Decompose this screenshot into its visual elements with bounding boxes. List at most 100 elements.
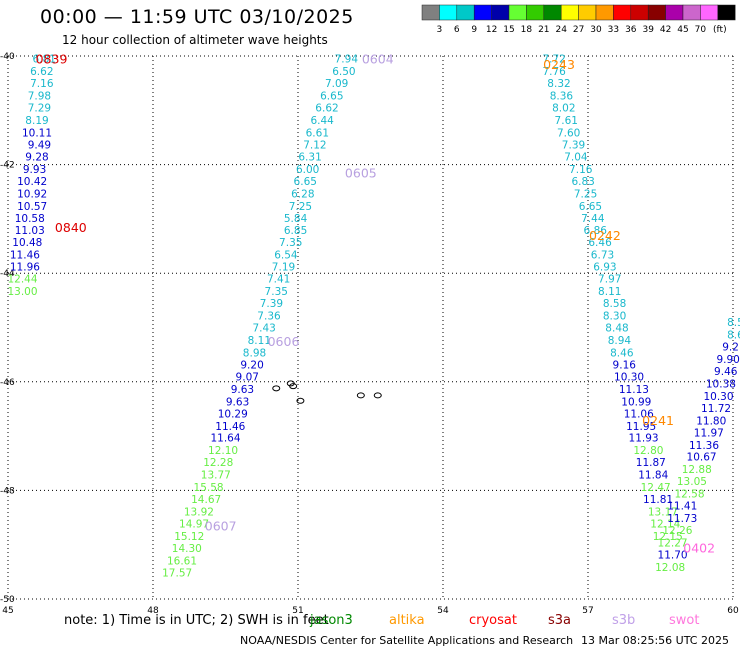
- wave-height-value: 11.73: [667, 513, 697, 525]
- wave-height-value: 12.88: [682, 464, 712, 476]
- wave-height-value: 9.20: [240, 359, 263, 371]
- legend-label: 27: [573, 25, 584, 35]
- wave-height-value: 7.09: [325, 78, 348, 90]
- wave-height-value: 8.19: [25, 115, 48, 127]
- legend-swatch: [526, 4, 545, 21]
- wave-height-value: 8.46: [610, 347, 634, 359]
- wave-height-value: 8.32: [547, 78, 570, 90]
- wave-height-value: 6.86: [584, 225, 608, 237]
- legend-label: 3: [437, 25, 443, 35]
- wave-height-value: 10.11: [22, 128, 52, 140]
- legend-swatch: [665, 4, 684, 21]
- legend-swatch: [682, 4, 701, 21]
- wave-height-value: 11.06: [624, 408, 654, 420]
- wave-height-value: 11.46: [10, 250, 40, 262]
- wave-height-value: 12.80: [633, 445, 663, 457]
- wave-height-value: 8.11: [248, 335, 271, 347]
- legend-swatch: [630, 4, 649, 21]
- island-outline: [373, 392, 382, 399]
- wave-height-value: 10.57: [17, 201, 47, 213]
- legend-swatch: [717, 4, 736, 21]
- wave-height-value: 7.61: [555, 115, 578, 127]
- y-tick-label: -44: [0, 269, 15, 279]
- wave-height-value: 9.28: [25, 151, 48, 163]
- island-outline: [289, 383, 298, 390]
- wave-height-value: 10.58: [15, 213, 45, 225]
- satellite-name-cryosat: cryosat: [469, 613, 517, 628]
- wave-height-value: 7.94: [335, 54, 359, 66]
- wave-height-value: 7.35: [279, 237, 302, 249]
- wave-height-value: 8.36: [550, 91, 574, 103]
- x-tick-label: 60: [727, 606, 739, 616]
- wave-height-value: 11.13: [619, 384, 649, 396]
- wave-height-value: 11.81: [643, 494, 673, 506]
- wave-height-value: 11.93: [629, 433, 659, 445]
- wave-height-value: 12.14: [650, 519, 680, 531]
- generated-timestamp: 13 Mar 08:25:56 UTC 2025: [581, 634, 729, 647]
- wave-height-value: 9.16: [613, 359, 637, 371]
- wave-height-value: 6.28: [291, 188, 314, 200]
- wave-height-value: 7.19: [272, 262, 295, 274]
- wave-height-value: 15.58: [194, 482, 224, 494]
- satellite-name-s3a: s3a: [548, 613, 572, 628]
- wave-height-value: 10.48: [12, 237, 42, 249]
- wave-height-value: 10.30: [614, 371, 644, 383]
- satellite-name-s3b: s3b: [612, 613, 636, 628]
- legend-label: 21: [538, 25, 549, 35]
- legend-swatch: [491, 4, 510, 21]
- chart-title: 00:00 — 11:59 UTC 03/10/2025: [40, 6, 354, 28]
- wave-height-value: 6.62: [30, 66, 53, 78]
- wave-height-value: 10.30: [703, 391, 733, 403]
- wave-height-value: 9.63: [226, 396, 249, 408]
- wave-height-value: 6.61: [306, 128, 329, 140]
- wave-height-value: 7.44: [581, 213, 605, 225]
- wave-height-value: 7.72: [542, 54, 565, 66]
- wave-height-value: 9.2: [722, 342, 739, 354]
- wave-height-value: 10.67: [687, 452, 717, 464]
- wave-height-value: 10.99: [621, 396, 651, 408]
- legend-label: 30: [590, 25, 602, 35]
- legend-swatch: [456, 4, 475, 21]
- wave-height-value: 8.5: [727, 317, 740, 329]
- wave-height-value: 8.48: [605, 323, 628, 335]
- wave-height-value: 7.25: [289, 201, 312, 213]
- pass-time-label: 0606: [268, 334, 300, 349]
- wave-height-value: 9.46: [714, 366, 738, 378]
- legend-label: 70: [695, 25, 707, 35]
- legend-label: 33: [608, 25, 619, 35]
- wave-height-value: 12.58: [674, 489, 704, 501]
- legend-swatch: [578, 4, 597, 21]
- wave-height-value: 11.95: [626, 421, 656, 433]
- wave-height-value: 7.43: [252, 323, 275, 335]
- wave-height-value: 7.04: [564, 151, 588, 163]
- wave-height-value: 11.84: [638, 470, 668, 482]
- wave-height-value: 6.65: [320, 91, 343, 103]
- satellite-name-altika: altika: [389, 613, 425, 628]
- legend-swatch: [647, 4, 666, 21]
- x-tick-label: 45: [2, 606, 13, 616]
- island-outline: [272, 385, 281, 392]
- wave-height-value: 6.85: [284, 225, 307, 237]
- wave-height-value: 9.63: [231, 384, 254, 396]
- legend-swatch: [508, 4, 527, 21]
- y-tick-label: -48: [0, 486, 15, 496]
- pass-time-label: 0243: [543, 57, 575, 72]
- x-tick-label: 48: [147, 606, 159, 616]
- wave-height-value: 11.64: [210, 433, 240, 445]
- wave-height-value: 13.05: [677, 476, 707, 488]
- wave-height-value: 7.16: [569, 164, 593, 176]
- legend-label: 9: [471, 25, 477, 35]
- legend-label: 6: [454, 25, 460, 35]
- island-outline: [356, 392, 365, 399]
- x-tick-label: 57: [582, 606, 593, 616]
- wave-height-value: 6.62: [315, 103, 338, 115]
- satellite-name-swot: swot: [669, 613, 700, 628]
- wave-height-value: 7.35: [265, 286, 288, 298]
- wave-height-value: 15.12: [174, 531, 204, 543]
- legend-swatch: [560, 4, 579, 21]
- legend-swatch: [421, 4, 440, 21]
- wave-height-value: 7.29: [28, 103, 51, 115]
- satellite-name-jason3: jason3: [310, 613, 353, 628]
- wave-height-value: 8.02: [552, 103, 575, 115]
